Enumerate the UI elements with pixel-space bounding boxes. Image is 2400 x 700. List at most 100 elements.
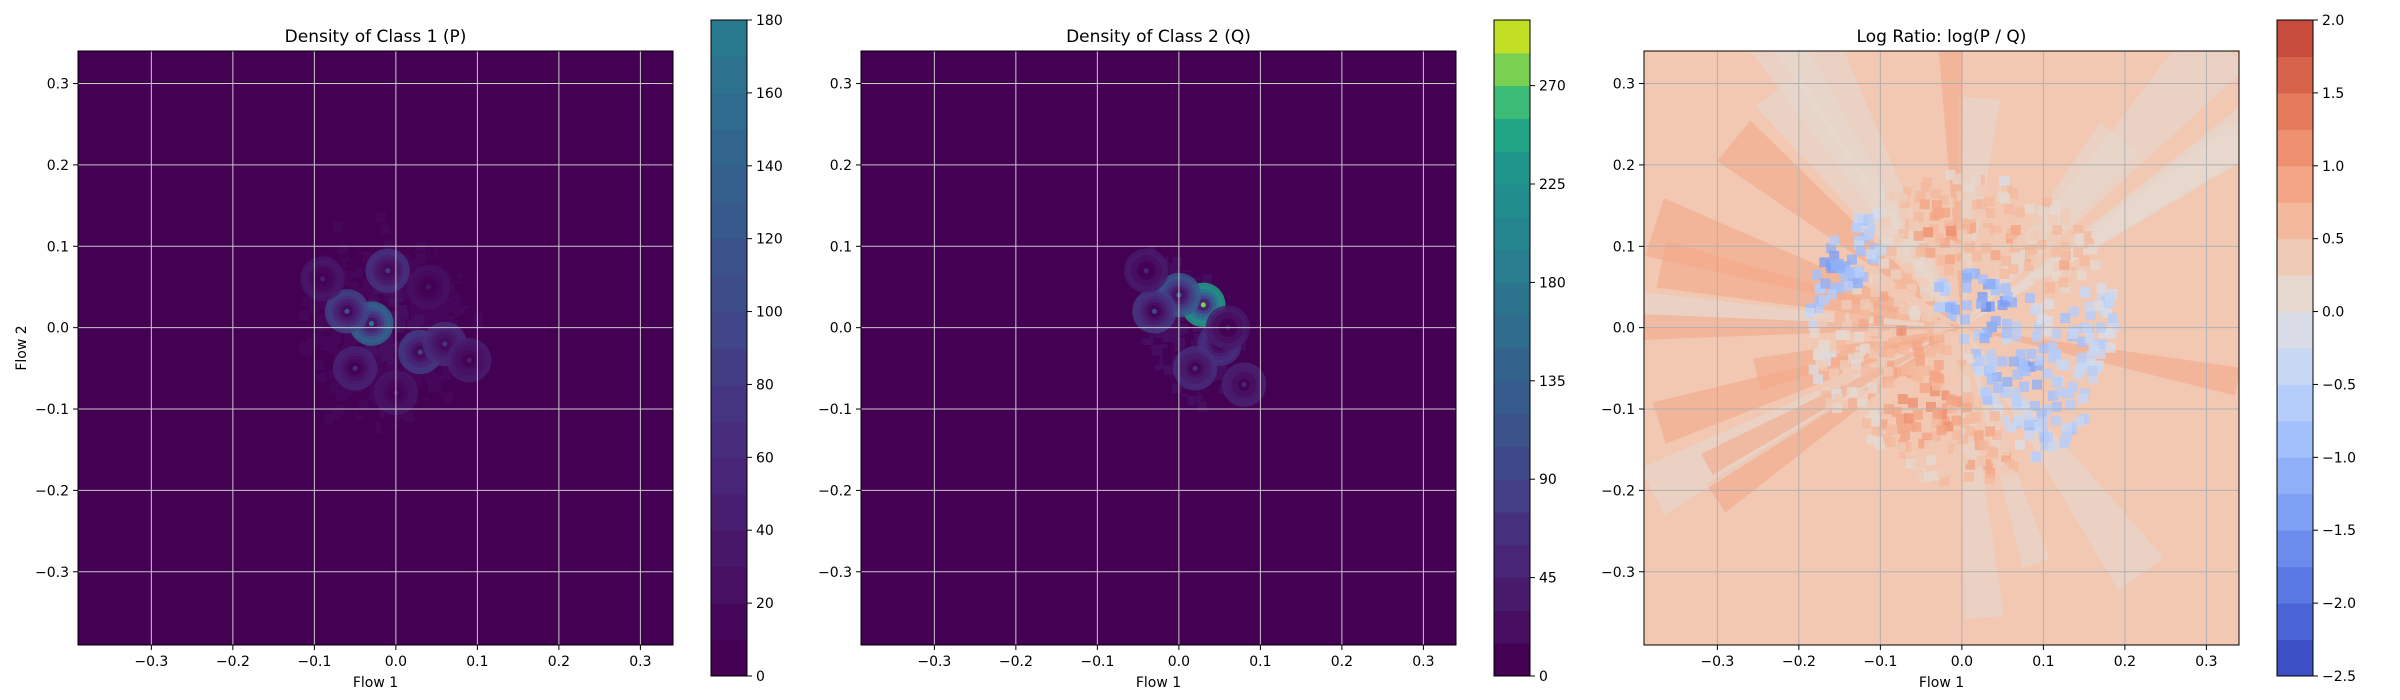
ratio-cell [2079, 388, 2090, 399]
ratio-cell [2002, 185, 2013, 196]
ratio-cell [1809, 327, 1820, 338]
ratio-cell [2060, 208, 2071, 219]
ratio-cell [1855, 245, 1866, 256]
ratio-cell [1939, 237, 1950, 248]
ratio-cell [1826, 243, 1837, 254]
density-cell [1213, 441, 1224, 452]
ratio-cell [1975, 456, 1986, 467]
y-tick-label: 0.2 [47, 158, 69, 174]
ratio-cell [1961, 272, 1972, 283]
x-tick-label: 0.1 [1249, 654, 1271, 670]
density-cell [334, 404, 345, 415]
density-cell [1229, 400, 1240, 411]
ratio-cell [1884, 347, 1895, 358]
density-peak-center [442, 341, 448, 347]
ratio-cell [1952, 459, 1963, 470]
colorbar-band [2277, 603, 2313, 641]
density-cell [372, 348, 383, 359]
density-cell [1150, 382, 1161, 393]
x-tick-label: 0.1 [466, 654, 488, 670]
colorbar-band [711, 275, 747, 313]
ratio-cell [1949, 354, 1960, 365]
ratio-cell [1931, 200, 1942, 211]
ratio-cell [1919, 383, 1930, 394]
ratio-cell [1903, 413, 1914, 424]
ratio-cell [1933, 331, 1944, 342]
ratio-cell [2084, 301, 2095, 312]
ratio-cell [1993, 232, 2004, 243]
ratio-cell [1883, 276, 1894, 287]
chart-title: Density of Class 1 (P) [285, 27, 467, 47]
density-cell [371, 354, 382, 365]
density-peak-center [352, 365, 358, 371]
colorbar-tick-label: −2.5 [2322, 669, 2356, 685]
ratio-cell [1913, 361, 1924, 372]
ratio-cell [1986, 363, 1997, 374]
density-cell [462, 333, 473, 344]
ratio-cell [2008, 356, 2019, 367]
ratio-cell [1901, 442, 1912, 453]
ratio-cell [1939, 475, 1950, 486]
ratio-cell [2050, 415, 2061, 426]
ratio-cell [2105, 328, 2116, 339]
density-cell [1184, 232, 1195, 243]
density-cell [444, 402, 455, 413]
ratio-cell [1841, 318, 1852, 329]
ratio-cell [1938, 195, 1949, 206]
colorbar-band [1494, 413, 1530, 447]
ratio-cell [1989, 411, 2000, 422]
density-cell [357, 407, 368, 418]
density-cell [356, 419, 367, 430]
colorbar-band [1494, 249, 1530, 283]
density-cell [427, 384, 438, 395]
colorbar-tick-label: −0.5 [2322, 377, 2356, 393]
ratio-cell [2029, 231, 2040, 242]
density-cell [453, 244, 464, 255]
density-cell [457, 283, 468, 294]
ratio-cell [1885, 424, 1896, 435]
ratio-cell [1988, 448, 1999, 459]
density-cell [308, 336, 319, 347]
x-tick-label: −0.2 [216, 654, 250, 670]
ratio-cell [2076, 352, 2087, 363]
ratio-cell [2011, 330, 2022, 341]
ratio-cell [2088, 345, 2099, 356]
ratio-cell [2061, 431, 2072, 442]
ratio-cell [1930, 188, 1941, 199]
ratio-cell [1920, 291, 1931, 302]
density-cell [438, 306, 449, 317]
ratio-cell [1990, 250, 2001, 261]
density-cell [1245, 299, 1256, 310]
ratio-cell [1999, 445, 2010, 456]
density-cell [348, 281, 359, 292]
density-cell [329, 394, 340, 405]
density-cell [459, 314, 470, 325]
density-cell [314, 387, 325, 398]
colorbar-band [2277, 384, 2313, 422]
ratio-cell [1905, 420, 1916, 431]
ratio-cell [2008, 188, 2019, 199]
density-cell [444, 379, 455, 390]
ratio-cell [2068, 237, 2079, 248]
ratio-cell [1898, 278, 1909, 289]
density-cell [1202, 248, 1213, 259]
ratio-cell [1934, 281, 1945, 292]
ratio-cell [2051, 401, 2062, 412]
ratio-cell [1870, 286, 1881, 297]
y-tick-label: 0.3 [47, 77, 69, 93]
ratio-cell [1951, 395, 1962, 406]
ratio-cell [2034, 355, 2045, 366]
density-cell [468, 333, 479, 344]
ratio-cell [1895, 414, 1906, 425]
density-cell [1216, 362, 1227, 373]
ratio-cell [2093, 300, 2104, 311]
colorbar-tick-label: 0 [1539, 669, 1548, 685]
ratio-cell [2015, 349, 2026, 360]
ratio-cell [1932, 380, 1943, 391]
density-cell [1195, 431, 1206, 442]
density-cell [466, 383, 477, 394]
density-cell [386, 343, 397, 354]
density-cell [298, 356, 309, 367]
ratio-cell [1953, 445, 1964, 456]
